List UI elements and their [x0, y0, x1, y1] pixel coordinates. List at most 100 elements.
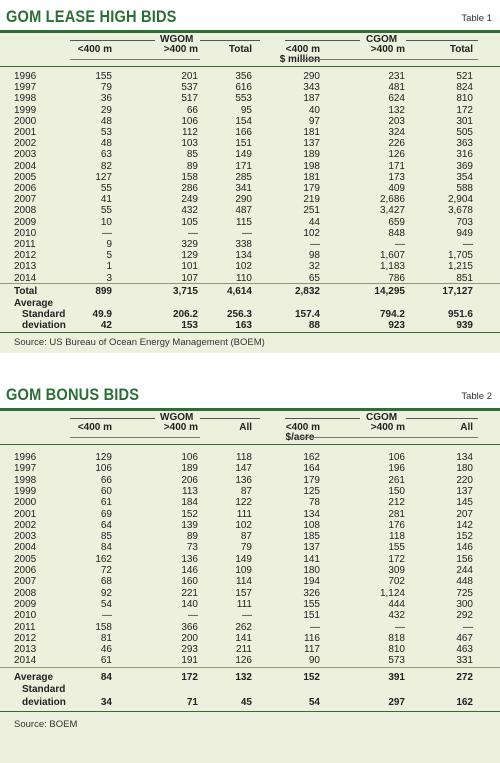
table-row: 2005 162 136 149 141 172 156	[0, 554, 500, 566]
table-2-group-cgom: CGOM	[366, 412, 398, 423]
value-cell: —	[188, 610, 198, 622]
value-cell: 151	[303, 610, 320, 622]
average-cell: 794.2	[379, 309, 405, 320]
value-cell: 146	[181, 565, 198, 576]
table-row: 2003 63 85 149 189 126 316	[0, 149, 500, 161]
value-cell: 48	[100, 138, 112, 150]
value-cell: 824	[456, 82, 473, 94]
table-row: 2001 53 112 166 181 324 505	[0, 127, 500, 139]
value-cell: 487	[235, 205, 252, 217]
value-cell: 198	[303, 160, 320, 172]
table-1-total-rule	[0, 283, 500, 284]
value-cell: 111	[236, 598, 252, 610]
average-cell: 256.3	[226, 309, 252, 320]
unit-left-line	[70, 437, 200, 438]
value-cell: 149	[235, 149, 252, 161]
value-cell: 185	[303, 531, 320, 543]
value-cell: 106	[181, 452, 198, 463]
value-cell: 179	[303, 183, 320, 194]
value-cell: 72	[100, 565, 112, 576]
value-cell: —	[463, 621, 473, 633]
value-cell: 147	[235, 463, 252, 475]
value-cell: 331	[456, 655, 473, 667]
value-cell: 139	[181, 519, 198, 531]
value-cell: 152	[456, 531, 473, 543]
table-1-bottom-rule	[0, 332, 500, 333]
value-cell: 9	[106, 239, 112, 250]
value-cell: 409	[388, 183, 405, 194]
average-cell: 272	[456, 672, 473, 683]
table-row: 2010 — — — 102 848 949	[0, 228, 500, 240]
table-row: 1996 129 106 118 162 106 134	[0, 452, 500, 464]
value-cell: 164	[303, 463, 320, 475]
value-cell: 179	[303, 474, 320, 486]
value-cell: 141	[235, 632, 252, 644]
value-cell: 122	[235, 497, 252, 509]
value-cell: 129	[95, 452, 112, 463]
cgom-left-line	[285, 40, 360, 41]
value-cell: 98	[308, 250, 320, 262]
value-cell: 66	[186, 104, 198, 116]
table-2-header-rule	[0, 444, 500, 445]
value-cell: 300	[456, 598, 473, 610]
total-cell: 4,614	[226, 286, 252, 297]
value-cell: 29	[100, 104, 112, 116]
value-cell: 251	[303, 205, 320, 217]
value-cell: 127	[95, 171, 112, 183]
table-2-col-header: All	[239, 422, 252, 433]
total-cell: 14,295	[374, 286, 405, 297]
year-cell: 2009	[14, 216, 37, 228]
value-cell: 366	[181, 621, 198, 633]
value-cell: 444	[388, 598, 405, 610]
value-cell: 82	[100, 160, 112, 172]
value-cell: 116	[304, 632, 320, 644]
year-cell: 2011	[14, 239, 36, 250]
value-cell: 137	[303, 138, 320, 150]
year-cell: 2007	[14, 576, 37, 588]
table-row: 1999 29 66 95 40 132 172	[0, 105, 500, 117]
total-cell: 17,127	[442, 286, 473, 297]
value-cell: 369	[456, 160, 473, 172]
table-2-average-rule	[0, 667, 500, 668]
value-cell: 200	[181, 632, 198, 644]
value-cell: 113	[182, 485, 198, 497]
value-cell: 10	[100, 216, 112, 228]
value-cell: 146	[456, 542, 473, 554]
wgom-left-line	[70, 40, 155, 41]
value-cell: 158	[95, 621, 112, 633]
year-cell: 2004	[14, 160, 37, 172]
value-cell: 338	[235, 239, 252, 250]
average-cell: 132	[235, 672, 252, 683]
year-cell: 2012	[14, 250, 37, 262]
year-cell: 2013	[14, 644, 37, 656]
value-cell: 109	[235, 565, 252, 576]
value-cell: 155	[388, 542, 405, 554]
value-cell: 180	[456, 463, 473, 475]
table-2-col-header: >400 m	[370, 422, 405, 433]
table-2: GOM BONUS BIDS Table 2 WGOM CGOM <400 m …	[0, 378, 500, 763]
year-cell: 2005	[14, 553, 37, 565]
unit-left-line	[70, 59, 200, 60]
value-cell: 155	[303, 598, 320, 610]
value-cell: 102	[235, 519, 252, 531]
value-cell: 588	[456, 183, 473, 194]
value-cell: 87	[240, 531, 252, 543]
value-cell: 206	[181, 474, 198, 486]
average-cell: 152	[303, 672, 320, 683]
value-cell: 189	[181, 463, 198, 475]
value-cell: 171	[235, 160, 252, 172]
value-cell: 432	[388, 610, 405, 622]
value-cell: 115	[236, 216, 252, 228]
value-cell: 1,183	[379, 261, 405, 273]
total-label: Total	[14, 286, 38, 297]
value-cell: 848	[388, 227, 405, 239]
cgom-right-line	[406, 40, 478, 41]
year-cell: 1996	[14, 452, 37, 463]
total-cell: 899	[95, 286, 112, 297]
value-cell: 158	[181, 171, 198, 183]
table-row: 2009 10 105 115 44 659 703	[0, 217, 500, 229]
value-cell: 467	[456, 632, 473, 644]
table-2-top-rule	[0, 408, 500, 411]
value-cell: 106	[95, 463, 112, 475]
table-1-col-header: >400 m	[370, 44, 405, 55]
